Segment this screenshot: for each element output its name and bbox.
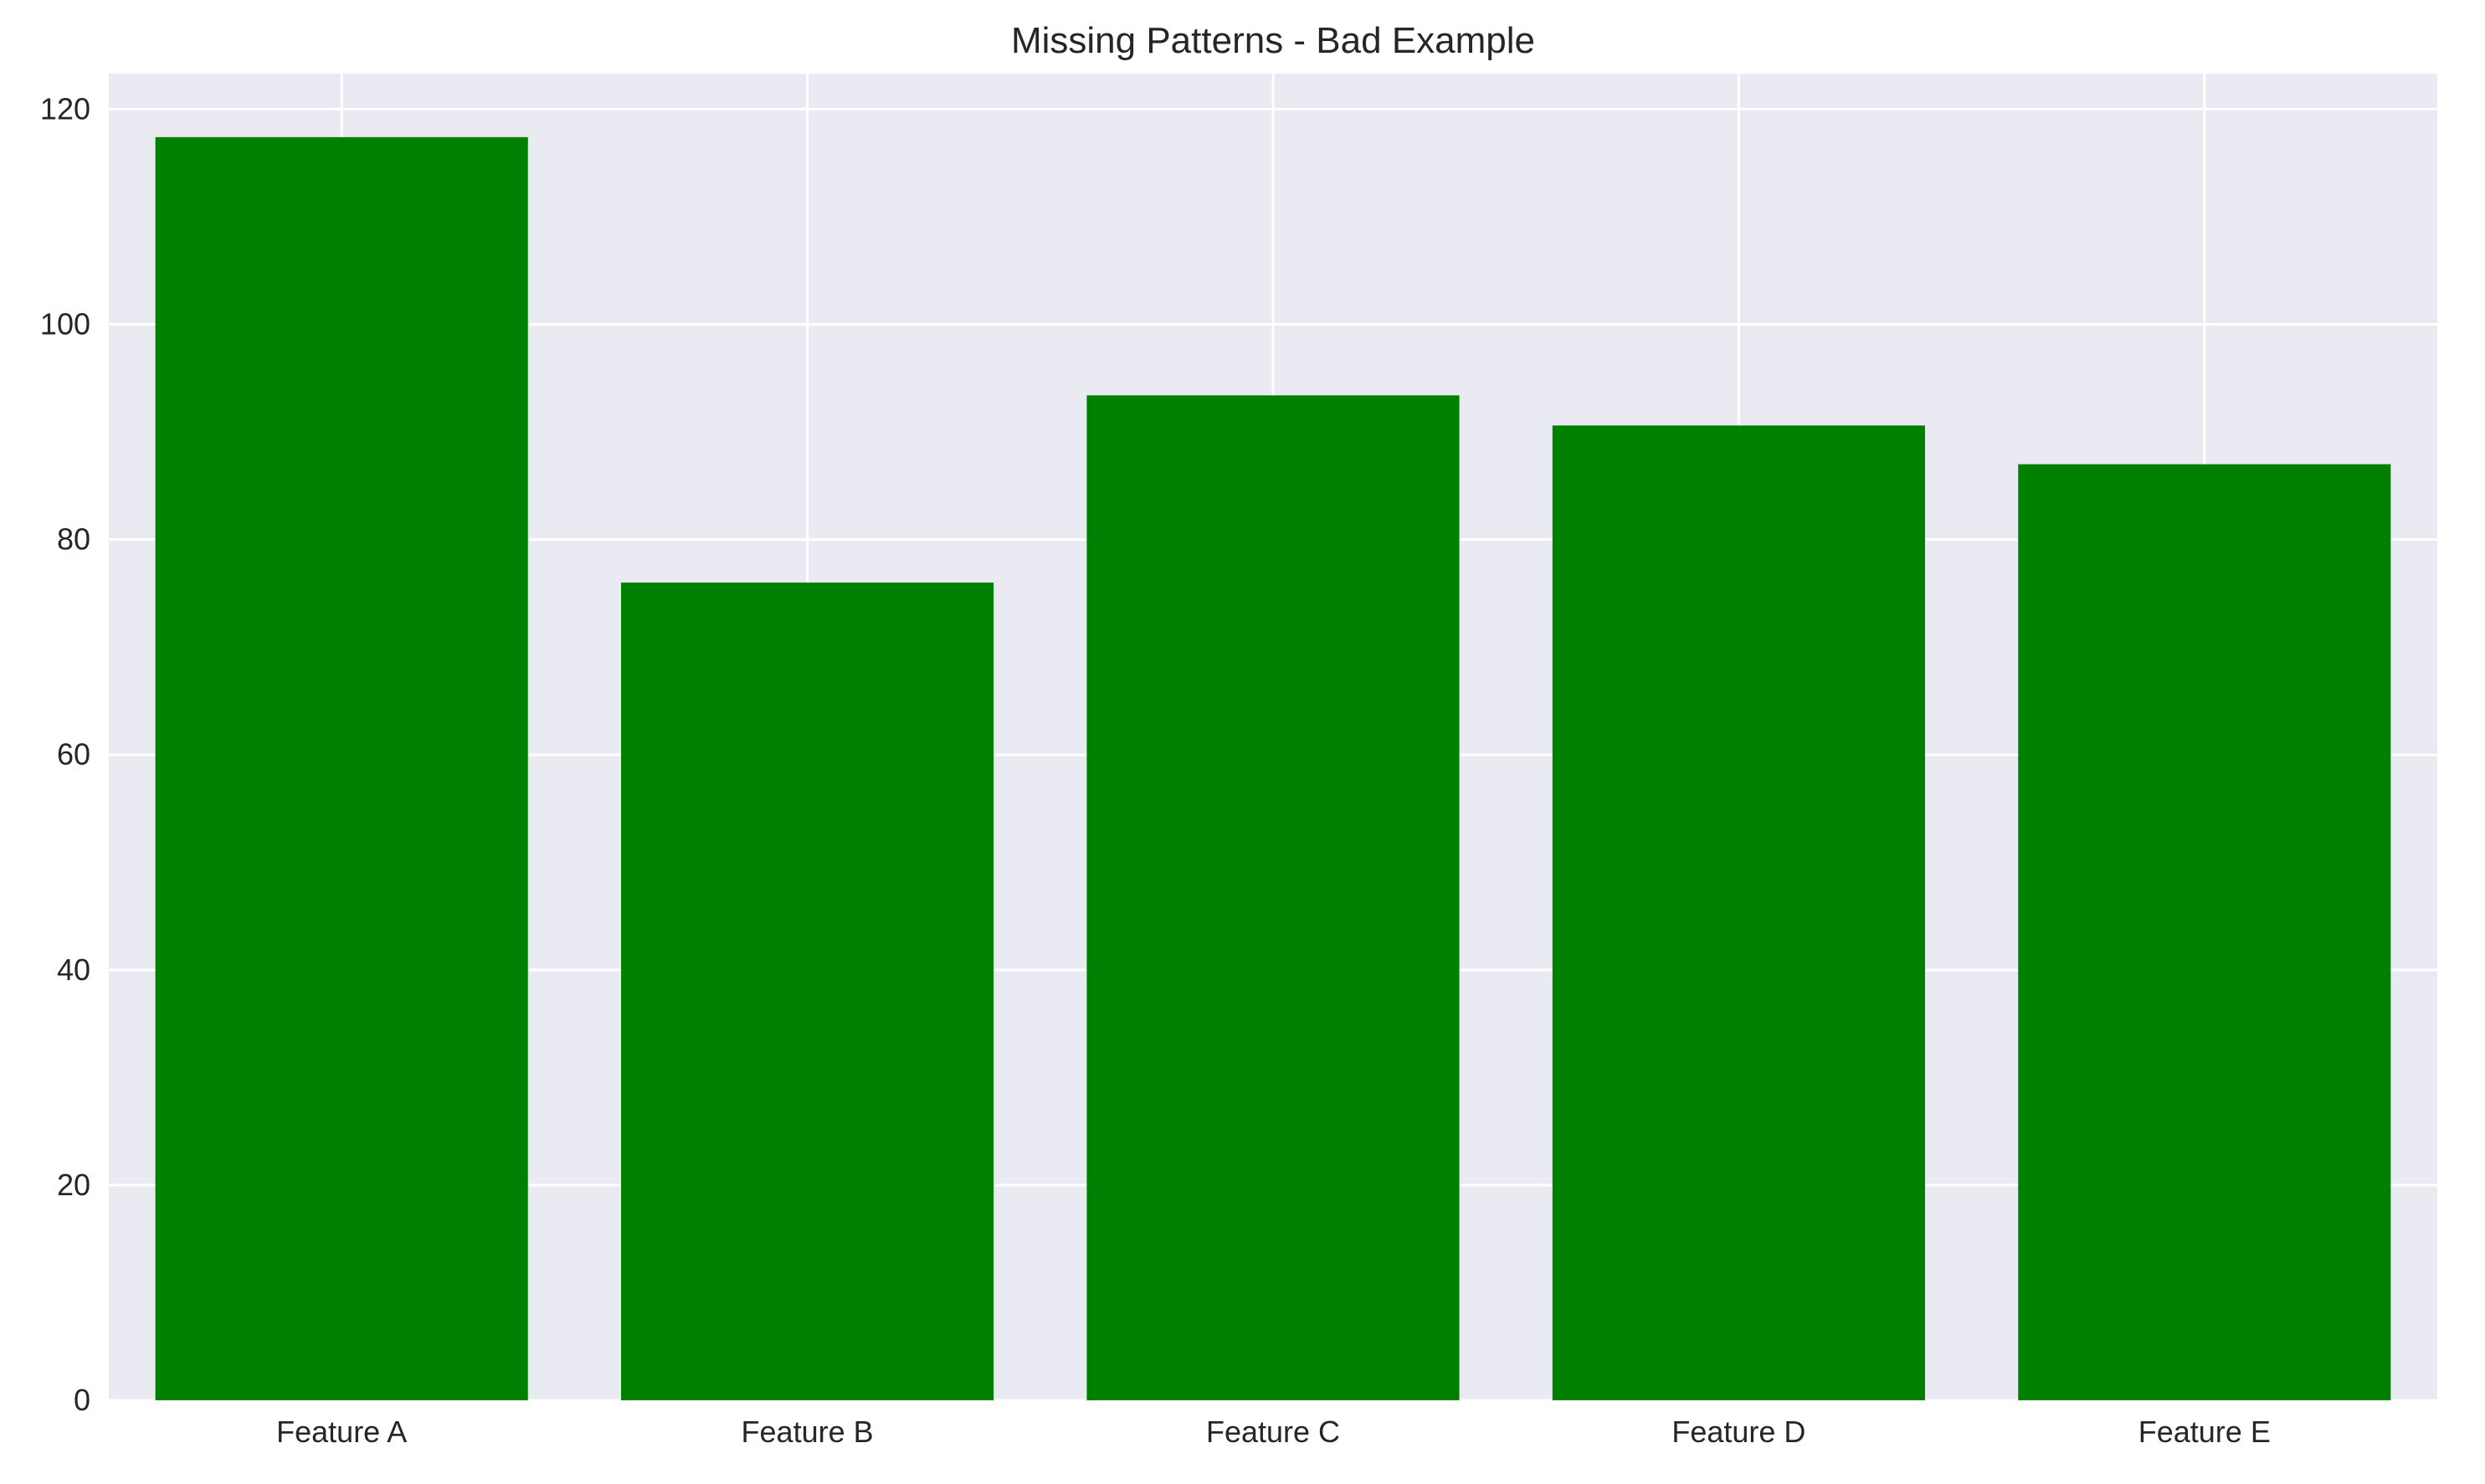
y-tick-label: 60 — [57, 737, 90, 772]
x-tick-label: Feature A — [276, 1415, 407, 1449]
x-tick-label: Feature B — [742, 1415, 874, 1449]
chart-title: Missing Patterns - Bad Example — [1011, 20, 1535, 61]
bar — [1552, 425, 1925, 1400]
x-tick-label: Feature C — [1206, 1415, 1340, 1449]
y-tick-label: 40 — [57, 953, 90, 987]
x-tick-label: Feature E — [2138, 1415, 2271, 1449]
x-axis-ticks: Feature A Feature B Feature C Feature D Feat… — [276, 1415, 2271, 1449]
bar — [2018, 464, 2391, 1401]
y-tick-label: 80 — [57, 522, 90, 557]
bar — [1086, 395, 1460, 1401]
bar — [621, 583, 994, 1400]
y-tick-label: 120 — [40, 91, 90, 126]
y-tick-label: 0 — [74, 1383, 90, 1417]
x-tick-label: Feature D — [1671, 1415, 1805, 1449]
y-tick-label: 100 — [40, 307, 90, 341]
bar — [155, 136, 528, 1400]
y-axis-ticks: 0 20 40 60 80 100 120 — [40, 91, 90, 1417]
bars — [155, 136, 2391, 1401]
y-tick-label: 20 — [57, 1168, 90, 1202]
